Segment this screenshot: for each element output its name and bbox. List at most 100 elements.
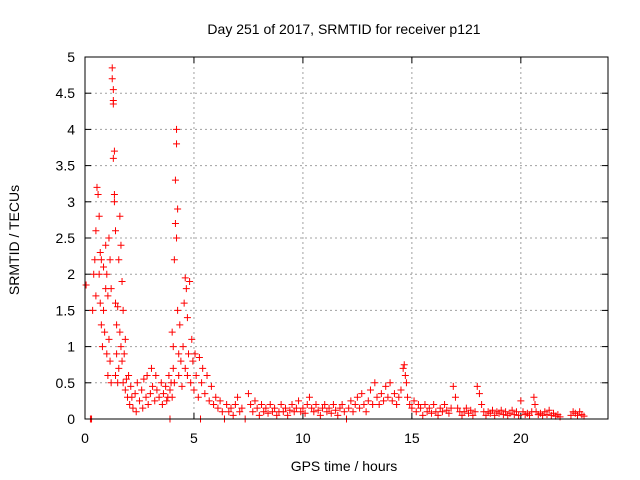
data-point [290, 408, 298, 416]
data-point [301, 409, 309, 417]
data-point [303, 401, 311, 409]
data-point [404, 393, 412, 401]
data-point [410, 397, 418, 405]
data-point [104, 292, 112, 300]
data-point [371, 379, 379, 387]
data-point [171, 220, 179, 228]
data-point [297, 408, 305, 416]
x-tick-label: 5 [190, 430, 198, 446]
data-point [451, 393, 459, 401]
data-point [380, 397, 388, 405]
data-point [445, 409, 453, 417]
y-tick-label: 1.5 [56, 302, 76, 318]
data-point [117, 241, 125, 249]
data-point [194, 393, 202, 401]
data-point [356, 404, 364, 412]
data-point [369, 401, 377, 409]
data-point [462, 404, 470, 412]
data-point [390, 390, 398, 398]
x-axis-label: GPS time / hours [291, 458, 398, 474]
data-point [288, 401, 296, 409]
data-point [97, 256, 105, 264]
data-point [216, 397, 224, 405]
data-point [108, 75, 116, 83]
plot-frame [84, 56, 609, 420]
data-point [183, 372, 191, 380]
data-points [82, 64, 588, 423]
data-point [262, 404, 270, 412]
data-point [122, 375, 130, 383]
data-point [155, 393, 163, 401]
data-point [347, 397, 355, 405]
data-point [438, 408, 446, 416]
data-point [183, 314, 191, 322]
data-point [384, 393, 392, 401]
data-point [515, 411, 523, 419]
data-point [279, 408, 287, 416]
data-point [281, 404, 289, 412]
data-point [173, 234, 181, 242]
data-point [186, 277, 194, 285]
data-point [132, 408, 140, 416]
data-point [408, 404, 416, 412]
data-point [260, 408, 268, 416]
data-point [109, 100, 117, 108]
data-point [244, 390, 252, 398]
x-tick-label: 10 [295, 430, 311, 446]
data-point [121, 386, 129, 394]
data-point [573, 411, 581, 419]
data-point [489, 406, 497, 414]
data-point [271, 404, 279, 412]
data-point [375, 401, 383, 409]
data-point [119, 306, 127, 314]
x-tick-label: 20 [513, 430, 529, 446]
data-point [471, 408, 479, 416]
data-point [129, 404, 137, 412]
data-point [539, 411, 547, 419]
data-point [181, 274, 189, 282]
data-point [253, 404, 261, 412]
data-point [149, 382, 157, 390]
data-point [108, 64, 116, 72]
data-point [234, 393, 242, 401]
data-point [117, 343, 125, 351]
data-point [312, 401, 320, 409]
data-point [567, 411, 575, 419]
data-point [360, 401, 368, 409]
data-point [115, 256, 123, 264]
data-point [192, 372, 200, 380]
data-point [349, 408, 357, 416]
data-point [195, 353, 203, 361]
data-point [110, 191, 118, 199]
y-tick-label: 0 [67, 411, 75, 427]
data-point [170, 256, 178, 264]
data-point [517, 397, 525, 405]
y-tick-label: 1 [67, 339, 75, 355]
data-point [310, 408, 318, 416]
data-point [110, 198, 118, 206]
data-point [210, 401, 218, 409]
data-point [112, 299, 120, 307]
data-point [264, 409, 272, 417]
data-point [113, 350, 121, 358]
data-point [401, 372, 409, 380]
data-point [305, 393, 313, 401]
data-point [185, 350, 193, 358]
data-point [447, 404, 455, 412]
data-point [177, 357, 185, 365]
data-point [327, 409, 335, 417]
data-point [97, 321, 105, 329]
data-point [190, 386, 198, 394]
data-point [497, 406, 505, 414]
data-point [143, 372, 151, 380]
data-point [159, 390, 167, 398]
data-point [526, 411, 534, 419]
data-point [325, 404, 333, 412]
data-point [249, 408, 257, 416]
data-point [382, 382, 390, 390]
data-point [393, 401, 401, 409]
data-point [207, 382, 215, 390]
data-point [268, 408, 276, 416]
data-point [332, 406, 340, 414]
data-point [191, 350, 199, 358]
